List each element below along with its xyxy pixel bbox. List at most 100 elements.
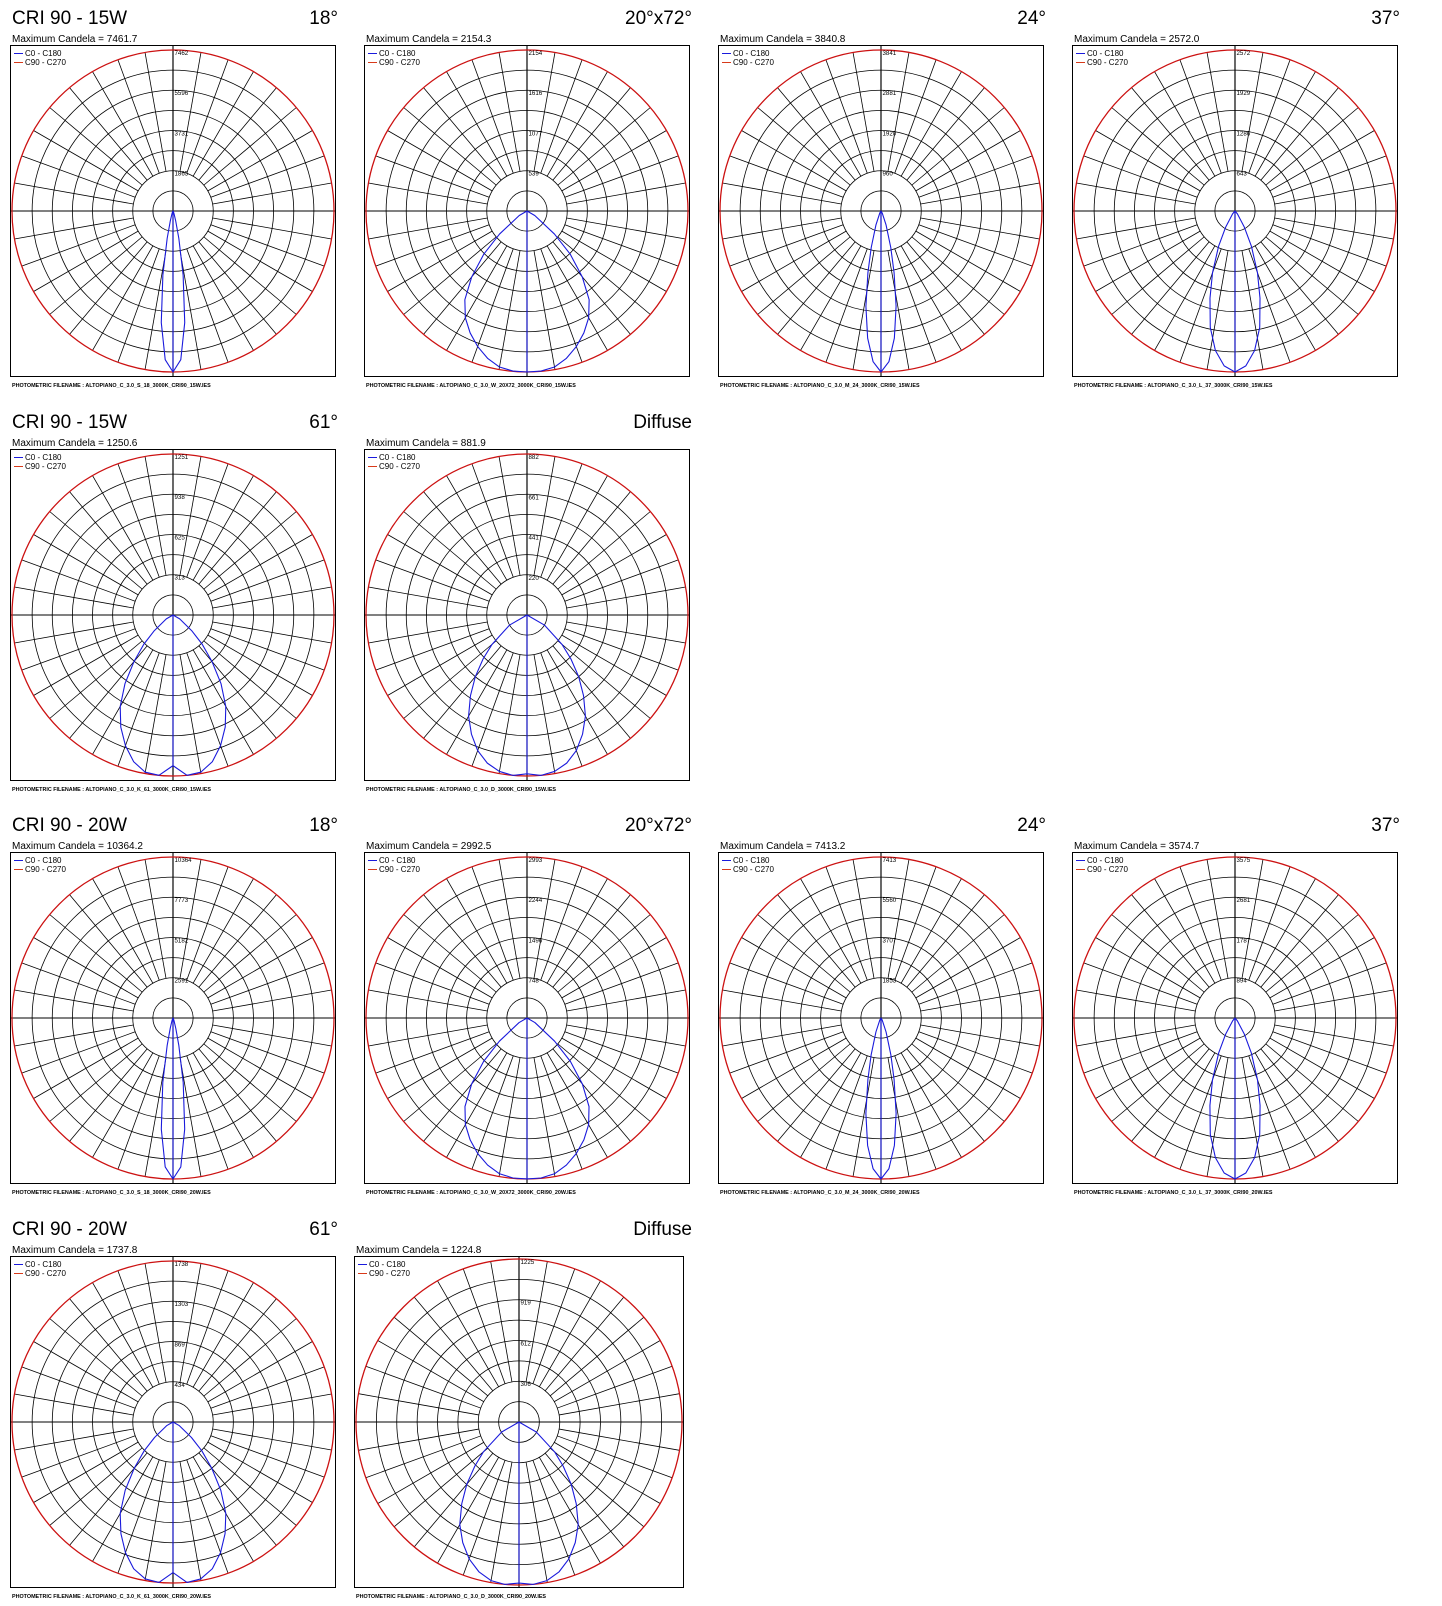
legend-label-c0: C0 - C180 — [733, 856, 770, 865]
outer-ring — [355, 1258, 683, 1586]
max-candela-label: Maximum Candela = 3574.7 — [1074, 841, 1200, 852]
legend-label-c0: C0 - C180 — [25, 49, 62, 58]
legend-item-c90: C90 - C270 — [14, 462, 66, 471]
polar-chart: 3575 2681 1787 894 C0 - C180 C90 - C270 — [1072, 852, 1398, 1184]
polar-plot-svg: 2993 2244 1496 748 — [365, 853, 689, 1183]
chart-legend: C0 - C180 C90 - C270 — [368, 49, 420, 67]
radial-tick-label: 7773 — [174, 897, 188, 904]
max-candela-label: Maximum Candela = 7413.2 — [720, 841, 846, 852]
polar-chart: 2993 2244 1496 748 C0 - C180 C90 - C270 — [364, 852, 690, 1184]
radial-tick-label: 643 — [1236, 171, 1247, 178]
legend-item-c0: C0 - C180 — [1076, 49, 1128, 58]
photometric-filename: PHOTOMETRIC FILENAME : ALTOPIANO_C_3.0_K… — [12, 1594, 212, 1600]
photometric-filename: PHOTOMETRIC FILENAME : ALTOPIANO_C_3.0_S… — [12, 383, 211, 389]
legend-swatch-c0 — [14, 457, 23, 459]
series-c0-c180-curve — [160, 1017, 186, 1180]
legend-label-c90: C90 - C270 — [1087, 865, 1128, 874]
radial-tick-label: 1077 — [528, 130, 542, 137]
legend-label-c90: C90 - C270 — [379, 58, 420, 67]
polar-plot-svg: 2572 1929 1286 643 — [1073, 46, 1397, 376]
legend-label-c90: C90 - C270 — [25, 58, 66, 67]
max-candela-label: Maximum Candela = 2992.5 — [366, 841, 492, 852]
max-candela-label: Maximum Candela = 1224.8 — [356, 1245, 482, 1256]
legend-swatch-c90 — [368, 466, 377, 468]
beam-angle-label: 24° — [1017, 815, 1046, 836]
photometric-filename: PHOTOMETRIC FILENAME : ALTOPIANO_C_3.0_M… — [720, 1190, 920, 1196]
legend-label-c0: C0 - C180 — [1087, 49, 1124, 58]
legend-item-c0: C0 - C180 — [14, 453, 66, 462]
legend-swatch-c90 — [368, 869, 377, 871]
chart-legend: C0 - C180 C90 - C270 — [14, 49, 66, 67]
legend-swatch-c90 — [368, 62, 377, 64]
legend-swatch-c0 — [14, 53, 23, 55]
polar-chart: 882 661 441 220 C0 - C180 C90 - C270 — [364, 449, 690, 781]
legend-label-c90: C90 - C270 — [733, 58, 774, 67]
radial-tick-label: 10364 — [174, 857, 192, 864]
polar-plot-svg: 3575 2681 1787 894 — [1073, 853, 1397, 1183]
group-title: CRI 90 - 15W — [12, 8, 128, 29]
polar-chart: 3841 2881 1920 960 C0 - C180 C90 - C270 — [718, 45, 1044, 377]
beam-angle-label: 61° — [309, 412, 338, 433]
legend-label-c90: C90 - C270 — [25, 1269, 66, 1278]
legend-swatch-c90 — [722, 62, 731, 64]
chart-legend: C0 - C180 C90 - C270 — [1076, 49, 1128, 67]
legend-swatch-c90 — [722, 869, 731, 871]
legend-swatch-c0 — [368, 860, 377, 862]
legend-item-c90: C90 - C270 — [358, 1269, 410, 1278]
legend-label-c0: C0 - C180 — [1087, 856, 1124, 865]
chart-legend: C0 - C180 C90 - C270 — [1076, 856, 1128, 874]
series-c0-c180-curve — [1209, 1017, 1261, 1180]
beam-angle-label: Diffuse — [633, 1219, 692, 1240]
radial-tick-label: 869 — [174, 1341, 185, 1348]
chart-legend: C0 - C180 C90 - C270 — [14, 453, 66, 471]
legend-label-c0: C0 - C180 — [733, 49, 770, 58]
radial-tick-label: 306 — [520, 1381, 531, 1388]
legend-swatch-c0 — [722, 860, 731, 862]
polar-plot-svg: 10364 7773 5182 2591 — [11, 853, 335, 1183]
legend-item-c0: C0 - C180 — [14, 856, 66, 865]
radial-tick-label: 1738 — [174, 1261, 188, 1268]
photometric-filename: PHOTOMETRIC FILENAME : ALTOPIANO_C_3.0_D… — [366, 787, 557, 793]
photometric-filename: PHOTOMETRIC FILENAME : ALTOPIANO_C_3.0_W… — [366, 383, 576, 389]
legend-swatch-c90 — [14, 869, 23, 871]
radial-tick-label: 5596 — [174, 90, 188, 97]
legend-swatch-c90 — [14, 62, 23, 64]
legend-swatch-c90 — [14, 466, 23, 468]
legend-item-c90: C90 - C270 — [368, 58, 420, 67]
beam-angle-label: 20°x72° — [625, 8, 692, 29]
chart-legend: C0 - C180 C90 - C270 — [14, 856, 66, 874]
legend-swatch-c0 — [1076, 53, 1085, 55]
legend-item-c0: C0 - C180 — [368, 856, 420, 865]
series-c0-c180-curve — [468, 614, 586, 776]
series-c0-c180-curve — [865, 1017, 897, 1180]
radial-tick-label: 2572 — [1236, 50, 1250, 57]
chart-legend: C0 - C180 C90 - C270 — [722, 49, 774, 67]
radial-tick-label: 661 — [528, 494, 539, 501]
radial-tick-label: 1853 — [882, 978, 896, 985]
radial-tick-label: 919 — [520, 1300, 531, 1307]
legend-label-c0: C0 - C180 — [379, 453, 416, 462]
max-candela-label: Maximum Candela = 2154.3 — [366, 34, 492, 45]
polar-chart: 10364 7773 5182 2591 C0 - C180 C90 - C270 — [10, 852, 336, 1184]
beam-angle-label: 20°x72° — [625, 815, 692, 836]
series-c0-c180-curve — [1209, 210, 1261, 373]
radial-tick-label: 625 — [174, 535, 185, 542]
max-candela-label: Maximum Candela = 3840.8 — [720, 34, 846, 45]
legend-label-c0: C0 - C180 — [25, 1260, 62, 1269]
polar-chart: 2572 1929 1286 643 C0 - C180 C90 - C270 — [1072, 45, 1398, 377]
legend-item-c0: C0 - C180 — [14, 49, 66, 58]
radial-tick-label: 2993 — [528, 857, 542, 864]
group-title: CRI 90 - 20W — [12, 815, 128, 836]
legend-label-c90: C90 - C270 — [25, 462, 66, 471]
photometric-filename: PHOTOMETRIC FILENAME : ALTOPIANO_C_3.0_D… — [356, 1594, 547, 1600]
max-candela-label: Maximum Candela = 7461.7 — [12, 34, 138, 45]
max-candela-label: Maximum Candela = 10364.2 — [12, 841, 143, 852]
radial-tick-label: 434 — [174, 1382, 185, 1389]
legend-swatch-c0 — [1076, 860, 1085, 862]
legend-label-c90: C90 - C270 — [379, 865, 420, 874]
radial-tick-label: 5560 — [882, 897, 896, 904]
polar-chart: 7413 5560 3707 1853 C0 - C180 C90 - C270 — [718, 852, 1044, 1184]
legend-swatch-c0 — [358, 1264, 367, 1266]
series-c0-c180-curve — [464, 1017, 590, 1180]
series-c0-c180-curve — [464, 210, 590, 373]
